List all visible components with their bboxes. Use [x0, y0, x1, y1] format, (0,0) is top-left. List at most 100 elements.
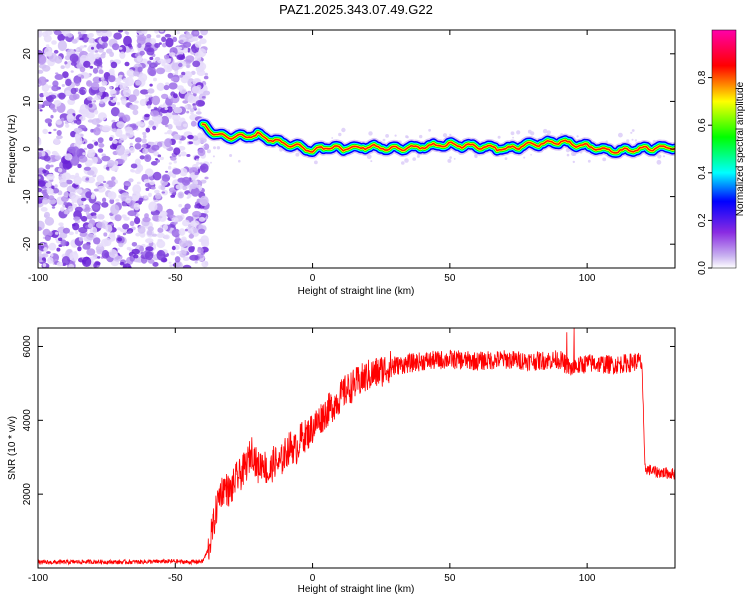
- noise-speckle: [133, 254, 139, 259]
- noise-speckle: [132, 184, 142, 194]
- noise-speckle: [88, 52, 95, 58]
- noise-speckle: [57, 40, 67, 52]
- noise-speckle: [93, 237, 101, 245]
- noise-speckle: [51, 185, 55, 190]
- noise-speckle: [126, 246, 132, 251]
- noise-speckle: [53, 128, 57, 132]
- noise-speckle: [56, 261, 63, 267]
- noise-speckle: [101, 249, 110, 259]
- noise-speckle: [38, 104, 43, 110]
- noise-speckle: [163, 54, 170, 60]
- noise-speckle: [182, 185, 188, 191]
- noise-speckle: [93, 127, 101, 136]
- noise-speckle: [154, 30, 159, 34]
- noise-speckle: [151, 95, 161, 106]
- noise-speckle: [546, 130, 551, 135]
- noise-speckle: [134, 100, 139, 104]
- noise-speckle: [67, 205, 74, 212]
- noise-speckle: [86, 248, 96, 256]
- noise-speckle: [139, 245, 144, 252]
- noise-speckle: [53, 30, 62, 36]
- noise-speckle: [47, 96, 54, 103]
- noise-speckle: [187, 134, 194, 140]
- noise-speckle: [98, 112, 107, 121]
- noise-speckle: [172, 168, 182, 175]
- noise-speckle: [138, 197, 144, 203]
- noise-speckle: [62, 71, 69, 79]
- noise-speckle: [61, 256, 71, 266]
- noise-speckle: [191, 246, 195, 251]
- noise-speckle: [151, 144, 160, 151]
- spectrogram-ridge: [196, 117, 675, 160]
- noise-speckle: [145, 238, 154, 244]
- noise-speckle: [79, 37, 84, 41]
- colorbar: 0.0 0.2 0.4 0.6 0.8 Normalized spectral ampl…: [697, 29, 746, 275]
- noise-speckle: [54, 55, 63, 64]
- noise-speckle: [189, 108, 195, 113]
- noise-speckle: [165, 82, 170, 86]
- noise-speckle: [75, 230, 79, 235]
- noise-speckle: [447, 158, 452, 163]
- noise-speckle: [132, 109, 139, 116]
- noise-speckle: [194, 171, 199, 176]
- noise-speckle: [85, 74, 90, 77]
- noise-speckle: [88, 103, 93, 108]
- noise-speckle: [70, 87, 77, 95]
- noise-speckle: [63, 210, 69, 215]
- noise-speckle: [193, 92, 197, 97]
- noise-speckle: [72, 223, 76, 227]
- noise-speckle: [138, 73, 148, 82]
- noise-speckle: [168, 115, 172, 119]
- noise-speckle: [115, 198, 120, 202]
- x-tick-label: 0: [310, 573, 316, 584]
- noise-speckle: [46, 251, 51, 254]
- noise-speckle: [66, 113, 75, 123]
- noise-speckle: [54, 74, 64, 80]
- noise-speckle: [338, 132, 342, 137]
- noise-speckle: [68, 264, 75, 268]
- noise-speckle: [86, 143, 94, 150]
- noise-speckle: [44, 216, 55, 226]
- noise-speckle: [63, 191, 69, 198]
- noise-speckle: [78, 227, 88, 234]
- noise-speckle: [156, 82, 165, 91]
- noise-speckle: [96, 248, 103, 255]
- y-tick-label: 10: [22, 95, 33, 107]
- noise-speckle: [139, 50, 145, 56]
- noise-speckle: [156, 34, 161, 38]
- noise-speckle: [179, 89, 183, 92]
- noise-speckle: [204, 72, 208, 77]
- noise-speckle: [38, 54, 47, 65]
- noise-speckle: [77, 31, 82, 35]
- noise-speckle: [38, 151, 43, 158]
- noise-speckle: [55, 120, 63, 125]
- noise-speckle: [166, 129, 173, 135]
- noise-speckle: [198, 228, 206, 234]
- noise-speckle: [38, 169, 43, 174]
- noise-speckle: [112, 43, 120, 51]
- noise-speckle: [83, 166, 91, 171]
- noise-speckle: [134, 158, 141, 166]
- noise-speckle: [54, 184, 58, 189]
- noise-speckle: [382, 138, 386, 142]
- noise-speckle: [196, 161, 200, 165]
- noise-speckle: [118, 123, 123, 127]
- noise-speckle: [170, 194, 176, 198]
- noise-speckle: [107, 75, 116, 83]
- noise-speckle: [149, 83, 153, 87]
- noise-speckle: [97, 256, 101, 259]
- noise-speckle: [152, 125, 157, 131]
- noise-speckle: [153, 114, 163, 125]
- noise-speckle: [102, 180, 107, 184]
- noise-speckle: [178, 140, 182, 144]
- noise-speckle: [139, 155, 145, 160]
- noise-speckle: [203, 145, 206, 148]
- noise-speckle: [50, 114, 54, 119]
- noise-speckle: [148, 120, 155, 126]
- x-tick-label: -100: [28, 273, 48, 284]
- noise-speckle: [126, 69, 135, 77]
- noise-speckle: [140, 89, 149, 95]
- snr-y-ticks: 2000 4000 6000: [22, 335, 675, 505]
- noise-speckle: [53, 100, 62, 107]
- noise-speckle: [56, 130, 62, 136]
